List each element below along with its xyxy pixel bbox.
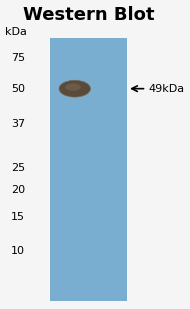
Text: kDa: kDa [5, 27, 27, 36]
Text: 75: 75 [11, 53, 25, 63]
Text: 49kDa: 49kDa [148, 84, 184, 94]
Bar [50, 38, 127, 302]
Ellipse shape [65, 83, 81, 91]
Text: Western Blot: Western Blot [23, 6, 154, 24]
Text: 50: 50 [11, 84, 25, 94]
Text: 20: 20 [11, 185, 25, 195]
Text: 10: 10 [11, 246, 25, 256]
Text: 15: 15 [11, 212, 25, 222]
Text: 37: 37 [11, 119, 25, 129]
Text: 25: 25 [11, 163, 25, 173]
Ellipse shape [59, 80, 90, 97]
